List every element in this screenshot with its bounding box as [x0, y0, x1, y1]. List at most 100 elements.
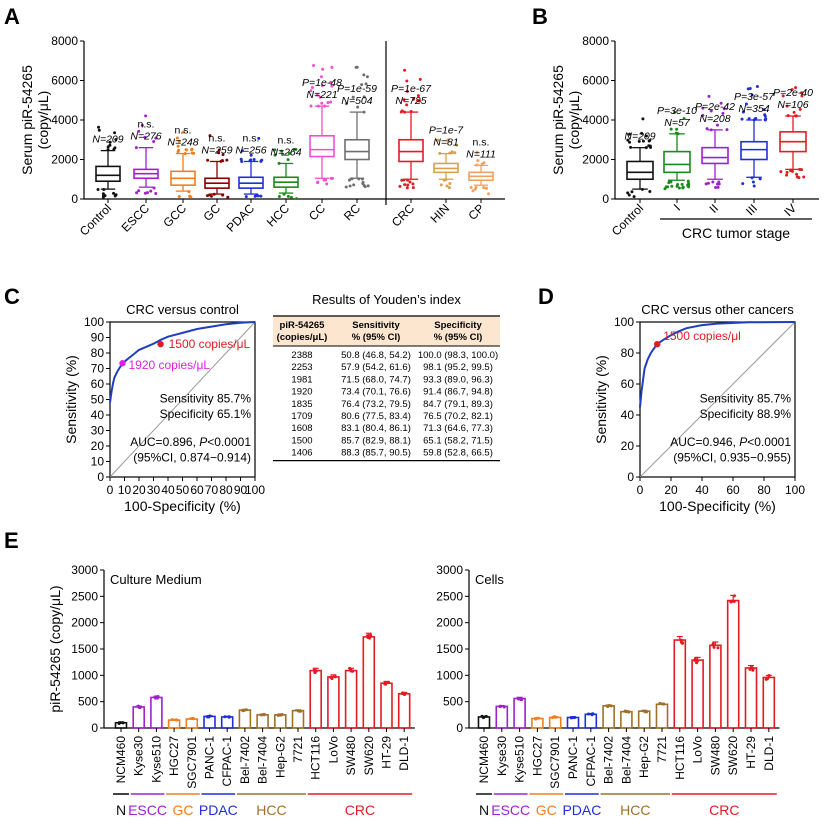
panel-b-outlier-control — [640, 131, 644, 135]
panel-a-outlier-gcc — [190, 148, 194, 152]
panel-e2-bar-cfpac-1 — [584, 713, 598, 729]
panel-e1-group-label-n: N — [116, 802, 126, 818]
panel-c-cutoff-point-1 — [157, 340, 164, 348]
panel-e2-replicate-dot-7721 — [658, 701, 662, 705]
table-cell-r5-c1: 1835 — [291, 399, 312, 410]
panel-a-outlier-control — [114, 137, 118, 141]
panel-e2-replicate-dot-hep-g2 — [644, 710, 648, 714]
panel-d-y-tick-label: 80 — [621, 346, 635, 360]
table-cell-r2-c2: 57.9 (54.2, 61.6) — [341, 362, 411, 373]
panel-e2-replicate-dot-bel-7404 — [624, 710, 628, 714]
panel-a-outlier-rc — [360, 83, 364, 87]
panel-a-outlier-gcc — [190, 151, 194, 155]
panel-e1-bar-ht-29 — [380, 682, 393, 729]
panel-b-outlier-iv — [792, 110, 796, 114]
table-cell-r1-c3: 100.0 (98.3, 100.0) — [418, 350, 498, 361]
panel-e1-replicate-dot-bel-7404 — [259, 713, 263, 717]
panel-a-outlier-crc — [405, 103, 409, 107]
panel-a-outlier-crc — [408, 180, 412, 184]
panel-a-outlier-hcc — [295, 197, 299, 201]
panel-b-outlier-i — [663, 187, 667, 191]
panel-b-outlier-ii — [707, 94, 711, 98]
panel-a-outlier-cc — [325, 182, 329, 186]
panel-a-outlier-hcc — [273, 148, 277, 152]
panel-a-outlier-escc — [137, 189, 141, 193]
panel-c-x-tick-label: 0 — [107, 483, 114, 497]
panel-a-outlier-gc — [226, 195, 230, 199]
panel-a-outlier-rc — [344, 102, 348, 106]
panel-a-outlier-cc — [323, 104, 327, 108]
panel-a-outlier-hcc — [282, 192, 286, 196]
panel-a-outlier-control — [113, 146, 117, 150]
panel-b-outlier-iv — [795, 175, 799, 179]
table-cell-r5-c2: 76.4 (73.2, 79.5) — [341, 399, 411, 410]
panel-b-outlier-iv — [790, 88, 794, 92]
panel-b-outlier-iv — [785, 170, 789, 174]
panel-b-outlier-iii — [748, 87, 752, 91]
panel-a-outlier-gc — [221, 153, 225, 157]
panel-c-y-tick-label: 30 — [91, 424, 105, 438]
panel-b-outlier-iv — [794, 86, 798, 90]
panel-b-outlier-iii — [763, 114, 767, 118]
panel-b-outlier-control — [629, 145, 633, 149]
panel-a-outlier-gc — [217, 151, 221, 155]
panel-b-outlier-iii — [740, 117, 744, 121]
panel-b-outlier-ii — [719, 101, 723, 105]
panel-b-p-label-ii: P=2e-42 — [695, 101, 735, 113]
panel-b-outlier-i — [687, 183, 691, 187]
panel-e1-y-tick-label: 1000 — [71, 668, 98, 682]
panel-a-outlier-pdac — [252, 157, 256, 161]
panel-a-outlier-escc — [152, 186, 156, 190]
panel-e1-bar-lovo — [327, 676, 340, 729]
panel-a-outlier-rc — [344, 185, 348, 189]
panel-a-outlier-crc — [402, 98, 406, 102]
panel-c-cutoff-label-1: 1500 copies/μL — [169, 337, 251, 351]
panel-a-x-tick-label-crc: CRC — [389, 201, 418, 230]
table-cell-r8-c1: 1500 — [291, 435, 312, 446]
panel-e2-bar-hct116 — [673, 639, 687, 729]
panel-b-outlier-control — [637, 139, 641, 143]
panel-d-x-tick-label: 40 — [695, 483, 709, 497]
panel-b-outlier-iii — [744, 102, 748, 106]
panel-a-outlier-cp — [469, 185, 473, 189]
panel-e2-x-tick-label-dld-1: DLD-1 — [762, 736, 776, 771]
panel-e2-x-tick-label-bel-7404: Bel-7404 — [619, 736, 633, 784]
panel-e2-replicate-dot-sw620 — [732, 600, 736, 604]
panel-a-outlier-escc — [135, 191, 139, 195]
panel-a-outlier-control — [112, 191, 116, 195]
panel-a-outlier-hin — [450, 150, 454, 154]
panel-a-outlier-rc — [362, 95, 366, 99]
panel-e1-replicate-dot-cfpac-1 — [228, 715, 232, 719]
panel-e1-replicate-dot-kyse30 — [137, 706, 141, 710]
panel-a-outlier-gcc — [184, 148, 188, 152]
panel-e2-group-label-pdac: PDAC — [562, 802, 601, 818]
panel-a-n-label-hin: N=81 — [433, 137, 458, 149]
panel-b-n-label-ii: N=208 — [699, 113, 730, 125]
panel-c-x-tick-label: 90 — [234, 483, 248, 497]
panel-e2-y-tick-label: 2500 — [436, 589, 463, 603]
panel-a-outlier-rc — [361, 180, 365, 184]
panel-a-outlier-rc — [356, 105, 360, 109]
panel-e1-bar-hct116 — [309, 669, 322, 729]
panel-a-y-tick-label: 2000 — [51, 153, 78, 167]
panel-e1-x-tick-label-kyse30: Kyse30 — [132, 736, 146, 776]
panel-a-outlier-cp — [487, 192, 491, 196]
panel-e2-group-label-crc: CRC — [709, 802, 739, 818]
panel-b-outlier-i — [677, 186, 681, 190]
panel-e2-x-tick-label-ncm460: NCM460 — [477, 736, 491, 784]
panel-a-outlier-cc — [318, 95, 322, 99]
panel-e1-replicate-dot-panc-1 — [207, 715, 211, 719]
panel-a-outlier-hin — [448, 151, 452, 155]
panel-d-stat-line-1: Sensitivity 85.7% — [700, 392, 792, 406]
table-header-2: % (95% CI) — [352, 332, 401, 343]
panel-d-x-tick-label: 20 — [664, 483, 678, 497]
panel-e2-x-tick-label-lovo: LoVo — [691, 736, 705, 764]
panel-b-outlier-iv — [786, 114, 790, 118]
panel-a-outlier-cc — [320, 101, 324, 105]
panel-e1-x-tick-label-lovo: LoVo — [326, 736, 340, 764]
panel-letter-b: B — [532, 4, 548, 29]
panel-a-outlier-escc — [144, 114, 148, 118]
panel-a-outlier-hin — [444, 178, 448, 182]
panel-a-outlier-control — [113, 131, 117, 135]
panel-e-culture-medium-bars: 0 500 1000 1500 2000 2500 3000 Culture Medium pi… — [47, 563, 415, 818]
